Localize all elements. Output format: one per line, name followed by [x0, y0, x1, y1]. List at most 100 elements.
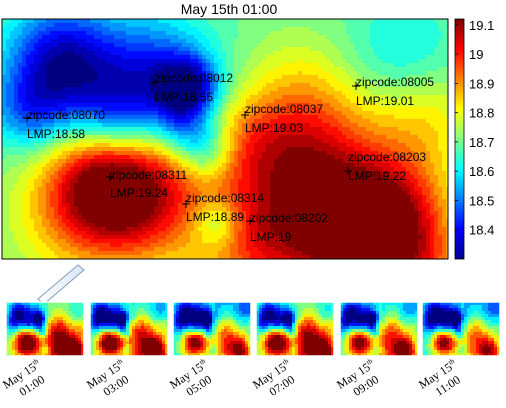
heatmap-cell	[370, 79, 375, 84]
heatmap-cell	[366, 187, 371, 192]
heatmap-cell	[126, 179, 131, 184]
heatmap-cell	[150, 155, 155, 160]
heatmap-cell	[234, 111, 239, 116]
heatmap-cell	[106, 59, 111, 64]
heatmap-cell	[242, 35, 247, 40]
heatmap-cell	[142, 35, 147, 40]
heatmap-cell	[22, 99, 27, 104]
heatmap-cell	[154, 51, 159, 56]
heatmap-cell	[198, 139, 203, 144]
heatmap-cell	[362, 63, 367, 68]
heatmap-cell	[314, 47, 319, 52]
heatmap-cell	[274, 47, 279, 52]
heatmap-cell	[330, 71, 335, 76]
heatmap-cell	[6, 191, 11, 196]
heatmap-cell	[350, 31, 355, 36]
heatmap-cell	[314, 135, 319, 140]
heatmap-cell	[26, 179, 31, 184]
heatmap-cell	[146, 147, 151, 152]
heatmap-cell	[58, 127, 63, 132]
heatmap-cell	[98, 171, 103, 176]
heatmap-cell	[162, 67, 167, 72]
heatmap-cell	[382, 151, 387, 156]
heatmap-cell	[34, 59, 39, 64]
heatmap-cell	[418, 67, 423, 72]
heatmap-cell	[230, 151, 235, 156]
heatmap-cell	[122, 71, 127, 76]
heatmap-cell	[242, 147, 247, 152]
heatmap-cell	[262, 187, 267, 192]
heatmap-cell	[206, 151, 211, 156]
heatmap-cell	[390, 59, 395, 64]
heatmap-cell	[278, 127, 283, 132]
heatmap-cell	[222, 35, 227, 40]
heatmap-cell	[290, 103, 295, 108]
heatmap-cell	[74, 131, 79, 136]
heatmap-cell	[266, 63, 271, 68]
heatmap-cell	[374, 115, 379, 120]
heatmap-cell	[394, 19, 399, 24]
heatmap-cell	[262, 99, 267, 104]
heatmap-cell	[46, 27, 51, 32]
heatmap-cell	[170, 155, 175, 160]
heatmap-cell	[122, 55, 127, 60]
heatmap-cell	[354, 175, 359, 180]
heatmap-cell	[410, 183, 415, 188]
heatmap-cell	[430, 139, 435, 144]
heatmap-cell	[142, 187, 147, 192]
heatmap-cell	[82, 159, 87, 164]
heatmap-cell	[70, 79, 75, 84]
heatmap-cell	[98, 147, 103, 152]
heatmap-cell	[222, 107, 227, 112]
heatmap-cell	[142, 31, 147, 36]
heatmap-cell	[402, 95, 407, 100]
heatmap-cell	[186, 119, 191, 124]
heatmap-cell	[142, 179, 147, 184]
heatmap-cell	[202, 103, 207, 108]
heatmap-cell	[162, 123, 167, 128]
heatmap-cell	[110, 47, 115, 52]
heatmap-cell	[226, 183, 231, 188]
heatmap-cell	[178, 83, 183, 88]
heatmap-cell	[254, 51, 259, 56]
heatmap-cell	[70, 43, 75, 48]
heatmap-cell	[226, 147, 231, 152]
heatmap-cell	[206, 175, 211, 180]
heatmap-cell	[186, 135, 191, 140]
heatmap-cell	[98, 183, 103, 188]
heatmap-cell	[226, 139, 231, 144]
heatmap-cell	[430, 155, 435, 160]
heatmap-cell	[54, 51, 59, 56]
heatmap-cell	[90, 111, 95, 116]
heatmap-cell	[330, 147, 335, 152]
heatmap-cell	[162, 99, 167, 104]
heatmap-cell	[358, 191, 363, 196]
heatmap-cell	[286, 187, 291, 192]
heatmap-cell	[310, 187, 315, 192]
heatmap-cell	[326, 59, 331, 64]
heatmap-cell	[274, 187, 279, 192]
heatmap-cell	[198, 103, 203, 108]
heatmap-cell	[298, 59, 303, 64]
heatmap-cell	[258, 27, 263, 32]
heatmap-cell	[446, 99, 448, 104]
heatmap-cell	[350, 55, 355, 60]
heatmap-cell	[98, 55, 103, 60]
heatmap-cell	[206, 143, 211, 148]
heatmap-cell	[82, 55, 87, 60]
heatmap-cell	[102, 151, 107, 156]
heatmap-cell	[146, 127, 151, 132]
heatmap-cell	[22, 167, 27, 172]
heatmap-cell	[90, 67, 95, 72]
heatmap-cell	[362, 131, 367, 136]
heatmap-cell	[126, 71, 131, 76]
heatmap-cell	[254, 39, 259, 44]
heatmap-cell	[98, 59, 103, 64]
heatmap-cell	[218, 115, 223, 120]
heatmap-cell	[306, 55, 311, 60]
heatmap-cell	[158, 31, 163, 36]
heatmap-cell	[122, 23, 127, 28]
heatmap-cell	[178, 159, 183, 164]
heatmap-cell	[242, 135, 247, 140]
heatmap-cell	[46, 63, 51, 68]
